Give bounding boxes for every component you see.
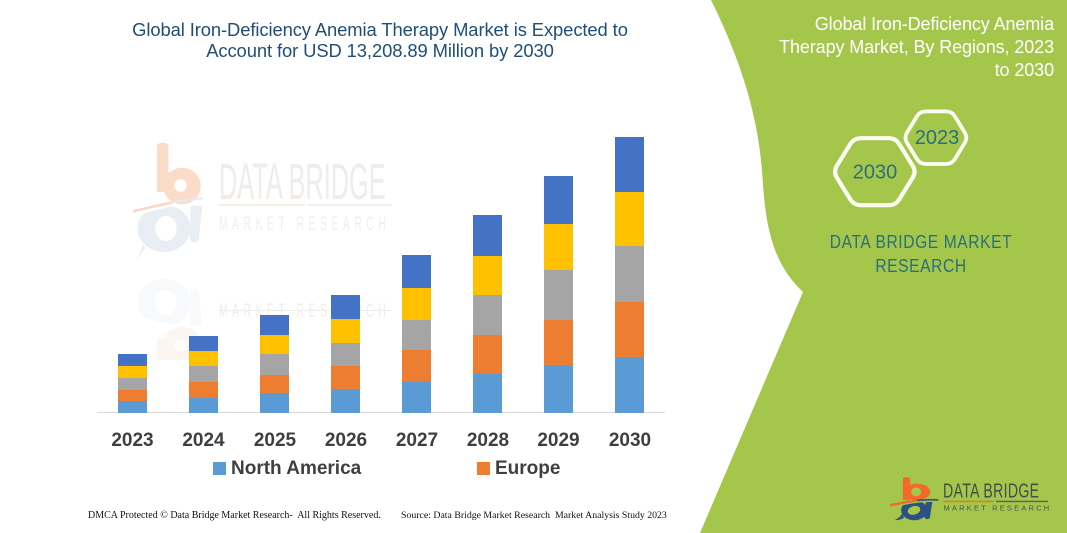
- svg-text:2023: 2023: [915, 127, 960, 149]
- svg-text:2030: 2030: [853, 162, 898, 184]
- svg-text:MARKET RESEARCH: MARKET RESEARCH: [944, 504, 1052, 513]
- svg-text:DATA BRIDGE: DATA BRIDGE: [943, 479, 1039, 502]
